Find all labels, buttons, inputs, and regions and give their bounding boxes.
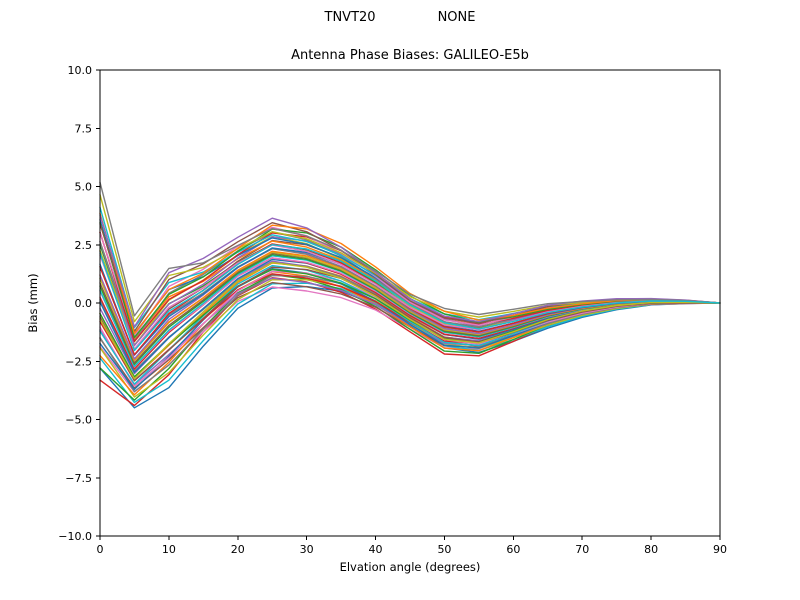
x-tick-label: 0: [97, 543, 104, 556]
plot-line: [99, 261, 721, 380]
x-tick-label: 70: [575, 543, 589, 556]
suptitle-left: TNVT20: [324, 10, 376, 25]
y-axis-label: Bias (mm): [26, 273, 40, 333]
x-tick-label: 40: [369, 543, 383, 556]
y-tick-label: −7.5: [65, 472, 92, 485]
plot-line: [99, 243, 721, 352]
y-tick-label: −2.5: [65, 355, 92, 368]
y-tick-label: 2.5: [75, 239, 93, 252]
x-tick-label: 60: [506, 543, 520, 556]
x-tick-label: 90: [713, 543, 727, 556]
x-axis-label: Elvation angle (degrees): [339, 560, 481, 574]
chart-title: Antenna Phase Biases: GALILEO-E5b: [291, 48, 529, 63]
y-tick-label: −5.0: [65, 414, 92, 427]
x-tick-label: 50: [437, 543, 451, 556]
plot-line: [99, 266, 721, 382]
y-tick-label: −10.0: [58, 530, 92, 543]
suptitle-right: NONE: [437, 10, 476, 25]
x-tick-label: 30: [300, 543, 314, 556]
x-tick-label: 10: [162, 543, 176, 556]
y-tick-label: 5.0: [75, 181, 93, 194]
y-tick-label: 10.0: [68, 64, 93, 77]
suptitle: TNVT20 NONE: [0, 10, 800, 26]
y-tick-label: 7.5: [75, 122, 93, 135]
x-tick-label: 20: [231, 543, 245, 556]
plot-line: [99, 214, 721, 328]
x-tick-label: 80: [644, 543, 658, 556]
plot-line: [99, 181, 721, 317]
y-tick-label: 0.0: [75, 297, 93, 310]
